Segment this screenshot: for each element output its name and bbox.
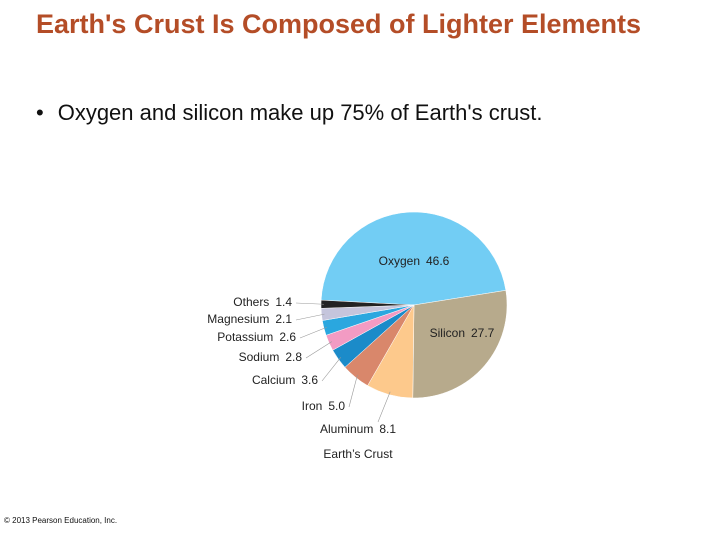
slice-label: Magnesium 2.1 [207,312,292,326]
slice-name: Calcium [252,373,295,387]
slice-value: 27.7 [471,326,495,340]
copyright: © 2013 Pearson Education, Inc. [4,516,118,525]
slice-name: Potassium [217,330,273,344]
slice-value: 46.6 [426,254,450,268]
slice-value: 2.8 [285,350,302,364]
slice-value: 2.6 [279,330,296,344]
slice-label: Silicon 27.7 [430,326,495,340]
leader-line [299,326,327,339]
pie-slice [320,211,507,306]
leader-line [295,302,325,305]
slice-label: Iron 5.0 [302,399,346,413]
slice-name: Silicon [430,326,465,340]
slice-value: 8.1 [379,422,396,436]
slice-value: 2.1 [275,312,292,326]
chart-title: Earth’s Crust [323,447,393,461]
slice-label: Calcium 3.6 [252,373,318,387]
bullet-text: Oxygen and silicon make up 75% of Earth'… [57,100,543,125]
slice-name: Others [233,295,269,309]
slice-label: Aluminum 8.1 [320,422,396,436]
leader-line [377,391,391,423]
slice-label: Others 1.4 [233,295,292,309]
bullet-item: • Oxygen and silicon make up 75% of Earth… [36,100,543,125]
slice-name: Magnesium [207,312,269,326]
slice-value: 5.0 [328,399,345,413]
slide-title: Earth's Crust Is Composed of Lighter Ele… [36,9,642,39]
leader-line [295,313,325,321]
slice-name: Iron [302,399,323,413]
pie-slice [412,290,508,399]
slice-value: 3.6 [301,373,318,387]
slice-label: Sodium 2.8 [239,350,303,364]
leader-line [321,357,342,382]
slice-name: Oxygen [379,254,420,268]
slice-value: 1.4 [275,295,292,309]
slice-name: Sodium [239,350,280,364]
slice-label: Oxygen 46.6 [379,254,450,268]
leader-line [305,341,332,359]
leader-line [348,374,358,408]
slice-name: Aluminum [320,422,373,436]
slice-label: Potassium 2.6 [217,330,296,344]
